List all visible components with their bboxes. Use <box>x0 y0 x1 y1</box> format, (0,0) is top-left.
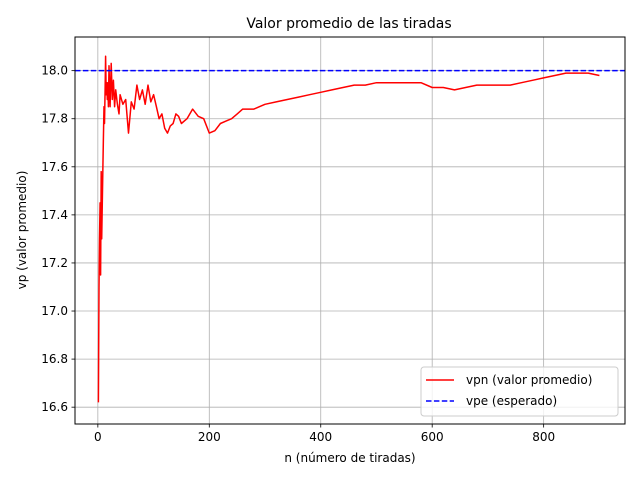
grid <box>75 37 625 424</box>
x-tick-label: 600 <box>421 430 444 444</box>
y-tick-label: 17.2 <box>41 256 68 270</box>
legend-label-vpe: vpe (esperado) <box>466 394 557 408</box>
series-layer <box>75 55 625 403</box>
legend: vpn (valor promedio) vpe (esperado) <box>420 366 619 417</box>
x-axis-ticks: 0 200 400 600 800 <box>94 424 555 444</box>
y-tick-label: 17.6 <box>41 160 68 174</box>
y-tick-label: 16.8 <box>41 352 68 366</box>
y-axis-label: vp (valor promedio) <box>15 171 29 290</box>
legend-box <box>420 366 619 417</box>
x-axis-label: n (número de tiradas) <box>284 451 415 465</box>
x-tick-label: 800 <box>532 430 555 444</box>
chart-title: Valor promedio de las tiradas <box>246 16 451 32</box>
plot-frame <box>74 36 626 425</box>
x-tick-label: 200 <box>198 430 221 444</box>
x-tick-label: 0 <box>94 430 102 444</box>
y-tick-label: 17.4 <box>41 208 68 222</box>
y-tick-label: 16.6 <box>41 400 68 414</box>
y-tick-label: 17.8 <box>41 112 68 126</box>
x-tick-label: 400 <box>309 430 332 444</box>
y-tick-label: 18.0 <box>41 64 68 78</box>
y-tick-label: 17.0 <box>41 304 68 318</box>
series-line-vpn <box>97 55 600 403</box>
y-axis-ticks: 16.6 16.8 17.0 17.2 17.4 17.6 17.8 18.0 <box>41 64 75 414</box>
legend-label-vpn: vpn (valor promedio) <box>466 373 592 387</box>
